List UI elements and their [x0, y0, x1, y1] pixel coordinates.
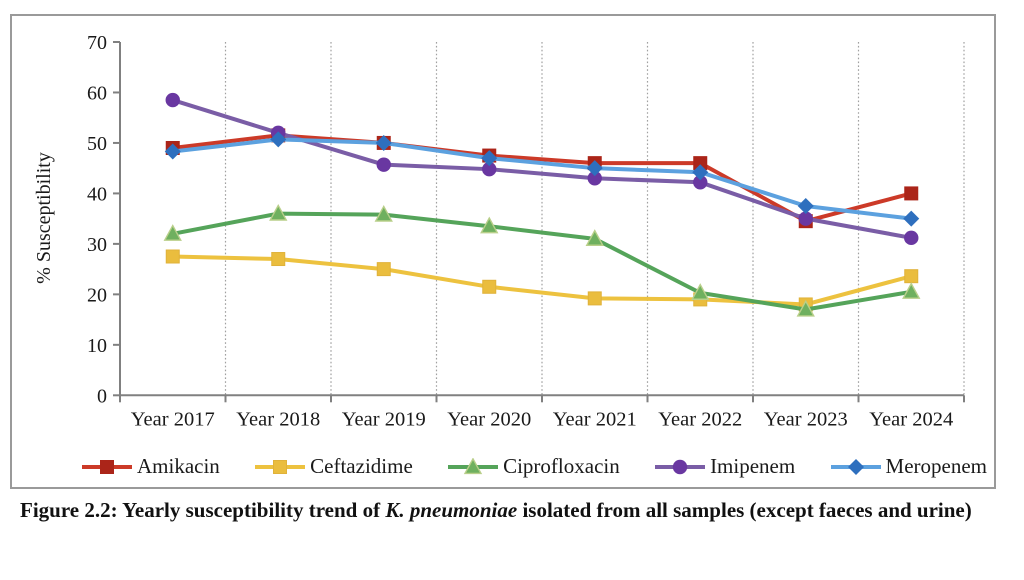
x-tick-label: Year 2017 — [131, 408, 215, 430]
y-tick-label: 10 — [87, 335, 107, 357]
legend-marker — [672, 459, 688, 474]
data-point-ciprofloxacin — [163, 224, 182, 241]
data-point-imipenem — [798, 211, 813, 226]
data-point-imipenem — [587, 171, 602, 186]
data-point-meropenem — [586, 160, 603, 177]
legend-label: Ciprofloxacin — [503, 454, 620, 478]
y-tick-label: 30 — [87, 234, 107, 256]
diamond-marker-icon — [830, 458, 881, 476]
legend-item-ciprofloxacin: Ciprofloxacin — [448, 454, 620, 479]
x-tick-label: Year 2020 — [447, 408, 531, 430]
data-point-imipenem — [376, 157, 391, 172]
x-tick-label: Year 2021 — [553, 408, 637, 430]
chart-legend: Amikacin Ceftazidime Ciprofloxacin Imipenem… — [82, 454, 987, 479]
data-point-ciprofloxacin — [480, 216, 499, 234]
triangle-marker-icon — [448, 457, 499, 476]
x-tick-label: Year 2022 — [658, 408, 742, 430]
data-point-meropenem — [903, 210, 920, 227]
caption-suffix: isolated from all samples (except faeces… — [517, 498, 972, 522]
data-point-imipenem — [693, 175, 708, 190]
caption-prefix: Figure 2.2: Yearly susceptibility trend … — [20, 498, 386, 522]
susceptibility-line-chart: 0 10 20 30 40 50 60 70 Year 2017 Year 2018 Year 20… — [33, 32, 965, 430]
legend-item-amikacin: Amikacin — [82, 454, 220, 479]
data-point-ciprofloxacin — [374, 204, 393, 222]
figure-caption: Figure 2.2: Yearly susceptibility trend … — [20, 496, 1010, 526]
data-point-ceftazidime — [482, 279, 497, 294]
data-point-meropenem — [164, 143, 181, 160]
chart-frame: 0 10 20 30 40 50 60 70 Year 2017 Year 2018 Year 20… — [10, 14, 996, 489]
data-point-ciprofloxacin — [269, 203, 288, 221]
legend-marker — [463, 457, 483, 474]
data-point-ciprofloxacin — [902, 282, 921, 299]
data-point-ceftazidime — [904, 269, 919, 284]
caption-organism-name: K. pneumoniae — [385, 498, 518, 522]
legend-marker — [273, 459, 288, 474]
data-point-ceftazidime — [165, 249, 180, 264]
legend-label: Imipenem — [710, 454, 796, 478]
square-marker-icon — [255, 458, 306, 476]
y-tick-label: 50 — [87, 133, 107, 155]
series-line-ceftazidime — [170, 254, 914, 307]
data-point-ceftazidime — [587, 291, 602, 306]
x-tick-label: Year 2019 — [342, 408, 426, 430]
y-tick-label: 40 — [87, 183, 107, 205]
data-point-meropenem — [692, 164, 709, 181]
x-tick-label: Year 2024 — [869, 408, 953, 430]
legend-label: Amikacin — [137, 454, 220, 478]
legend-item-imipenem: Imipenem — [655, 454, 795, 479]
legend-marker — [100, 459, 114, 474]
square-marker-icon — [82, 458, 132, 476]
data-point-imipenem — [165, 92, 180, 108]
data-point-meropenem — [375, 134, 392, 151]
y-tick-label: 60 — [87, 82, 107, 104]
y-axis-title: % Susceptibility — [33, 152, 55, 284]
series-line-meropenem — [170, 137, 914, 221]
data-point-ciprofloxacin — [691, 283, 710, 300]
x-tick-label: Year 2023 — [764, 408, 848, 430]
legend-label: Meropenem — [885, 454, 987, 478]
y-tick-label: 0 — [97, 385, 107, 407]
y-tick-label: 20 — [87, 284, 107, 306]
data-point-ciprofloxacin — [585, 229, 604, 246]
data-point-meropenem — [481, 150, 498, 167]
legend-item-meropenem: Meropenem — [830, 454, 987, 479]
data-point-meropenem — [797, 198, 814, 215]
data-point-ciprofloxacin — [796, 299, 815, 317]
data-point-imipenem — [482, 161, 497, 177]
data-point-ceftazidime — [376, 262, 391, 277]
data-point-meropenem — [270, 131, 287, 148]
data-point-imipenem — [904, 230, 919, 246]
legend-item-ceftazidime: Ceftazidime — [255, 454, 413, 479]
legend-label: Ceftazidime — [310, 454, 413, 478]
y-tick-label: 70 — [87, 32, 107, 54]
series-line-ciprofloxacin — [170, 211, 914, 312]
x-tick-label: Year 2018 — [236, 408, 320, 430]
data-point-amikacin — [904, 186, 919, 201]
circle-marker-icon — [655, 458, 706, 476]
data-point-ceftazidime — [271, 252, 286, 267]
legend-marker — [847, 458, 864, 475]
